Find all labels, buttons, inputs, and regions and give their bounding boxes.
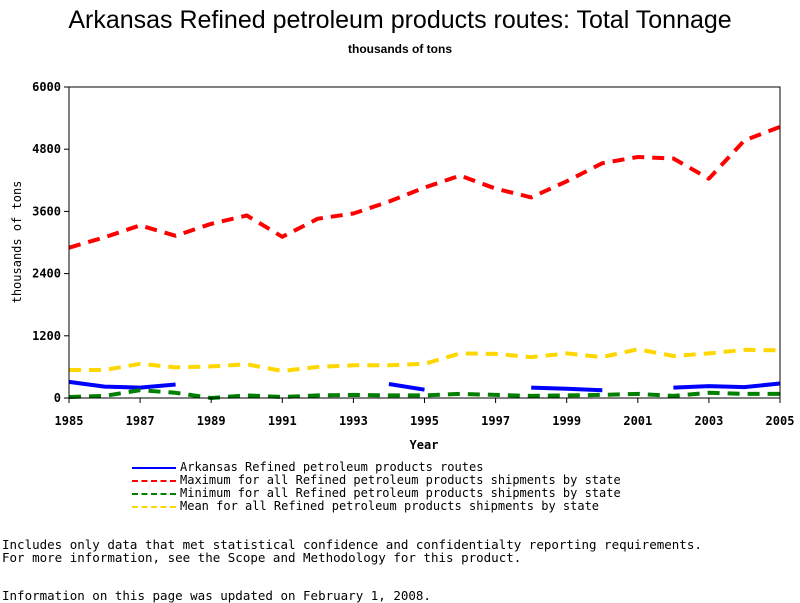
- legend-label: Arkansas Refined petroleum products rout…: [180, 460, 484, 474]
- series-line-1: [68, 379, 176, 390]
- legend-item: Maximum for all Refined petroleum produc…: [132, 474, 621, 487]
- x-tick-label: 1985: [55, 414, 84, 428]
- legend-swatch: [132, 505, 176, 508]
- series-line-1: [531, 385, 603, 393]
- y-tick-label: 0: [54, 391, 61, 405]
- y-tick-label: 6000: [32, 80, 61, 94]
- x-tick-label: 1991: [268, 414, 297, 428]
- legend-item: Minimum for all Refined petroleum produc…: [132, 487, 621, 500]
- series-line-4: [69, 347, 781, 373]
- updated-note: Information on this page was updated on …: [2, 588, 431, 603]
- chart-subtitle: thousands of tons: [348, 42, 452, 56]
- x-tick-label: 2001: [623, 414, 652, 428]
- x-tick-label: 2003: [694, 414, 723, 428]
- x-tick-label: 1997: [481, 414, 510, 428]
- series-line-2: [68, 125, 781, 250]
- legend-item: Arkansas Refined petroleum products rout…: [132, 461, 621, 474]
- x-tick-label: 1999: [552, 414, 581, 428]
- legend-item: Mean for all Refined petroleum products …: [132, 500, 621, 513]
- y-tick-label: 3600: [32, 204, 61, 218]
- series-line-3: [68, 388, 780, 400]
- legend-label: Mean for all Refined petroleum products …: [180, 499, 600, 513]
- series-line-1: [673, 381, 781, 390]
- plot-frame: [68, 86, 781, 399]
- legend-label: Minimum for all Refined petroleum produc…: [180, 486, 621, 500]
- chart-legend: Arkansas Refined petroleum products rout…: [132, 461, 621, 513]
- y-tick-label: 2400: [32, 267, 61, 281]
- series-line-1: [388, 382, 425, 392]
- y-tick-label: 4800: [32, 142, 61, 156]
- x-axis-title: Year: [410, 438, 439, 452]
- x-tick-label: 1995: [410, 414, 439, 428]
- x-tick-label: 1993: [339, 414, 368, 428]
- x-tick-label: 1989: [197, 414, 226, 428]
- x-tick-label: 1987: [126, 414, 155, 428]
- line-chart: 0 1200 2400 3600 4800 6000 1985 1987 1989 1991 19…: [10, 80, 795, 452]
- chart-title: Arkansas Refined petroleum products rout…: [68, 6, 732, 34]
- legend-label: Maximum for all Refined petroleum produc…: [180, 473, 621, 487]
- y-tick-label: 1200: [32, 329, 61, 343]
- y-axis-title: thousands of tons: [10, 181, 24, 304]
- legend-swatch: [132, 466, 176, 469]
- x-tick-label: 2005: [766, 414, 795, 428]
- confidence-note: Includes only data that met statistical …: [2, 537, 702, 552]
- legend-swatch: [132, 479, 176, 482]
- methodology-note: For more information, see the Scope and …: [2, 550, 522, 565]
- legend-swatch: [132, 492, 176, 495]
